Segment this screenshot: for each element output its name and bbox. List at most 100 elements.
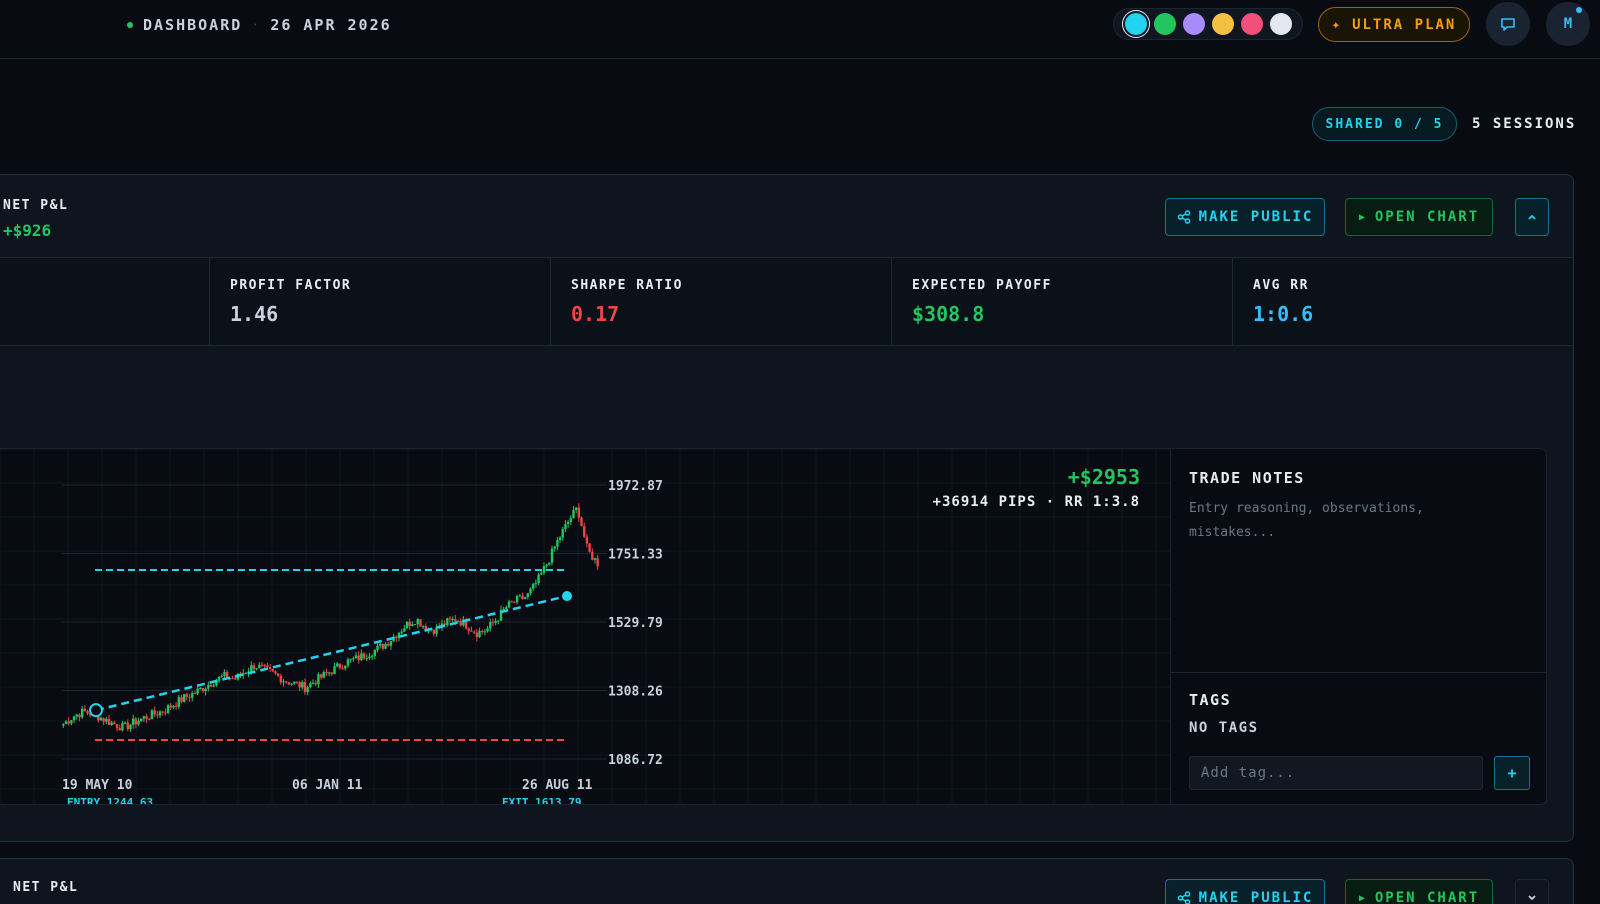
candle-body: [344, 665, 347, 669]
price-chart[interactable]: 1972.87 1751.33 1529.79 1308.26 1086.72 19 MA…: [0, 449, 1170, 804]
candle-body: [244, 672, 248, 674]
candle-body: [126, 722, 129, 730]
candle-body: [177, 697, 180, 707]
candle-body: [365, 658, 368, 660]
candle-body: [507, 601, 511, 608]
candle-body: [293, 681, 296, 684]
status-dot: [127, 22, 133, 28]
candle-body: [446, 618, 449, 626]
candle-body: [521, 595, 524, 599]
candle-body: [550, 548, 554, 563]
candle-body: [118, 728, 121, 731]
candle-body: [518, 595, 521, 597]
add-tag-button[interactable]: +: [1494, 756, 1530, 790]
theme-swatch[interactable]: [1270, 13, 1292, 35]
exit-marker: [562, 591, 572, 602]
candle-body: [338, 663, 342, 668]
candle-body: [421, 626, 425, 628]
candle-body: [282, 681, 285, 683]
make-public-button[interactable]: MAKE PUBLIC: [1165, 879, 1325, 904]
candle-body: [593, 558, 597, 560]
candle-body: [368, 656, 371, 659]
candle-body: [134, 718, 138, 725]
trade-panel: 1972.87 1751.33 1529.79 1308.26 1086.72 19 MA…: [0, 448, 1547, 805]
candle-body: [580, 517, 583, 527]
candle-body: [542, 566, 546, 573]
candle-body: [172, 705, 175, 708]
candle-body: [448, 618, 452, 620]
breadcrumb-separator: ·: [252, 19, 261, 31]
theme-swatch[interactable]: [1212, 13, 1234, 35]
candle-body: [62, 724, 65, 726]
candle-body: [502, 608, 505, 611]
candle-body: [72, 716, 76, 721]
session-card: NET P&L +$926 MAKE PUBLIC ▶ OPEN CHART P…: [0, 174, 1574, 842]
open-chart-button[interactable]: ▶ OPEN CHART: [1345, 198, 1493, 236]
candle-body: [545, 564, 548, 567]
net-pl-label: NET P&L: [3, 198, 69, 213]
candle-body: [129, 724, 132, 730]
candle-body: [352, 658, 355, 660]
breadcrumb: DASHBOARD · 26 APR 2026: [127, 16, 392, 34]
make-public-button[interactable]: MAKE PUBLIC: [1165, 198, 1325, 236]
trade-notes-placeholder[interactable]: Entry reasoning, observations, mistakes.…: [1189, 501, 1424, 540]
candle-body: [99, 717, 103, 721]
candle-body: [467, 628, 470, 631]
session-card-header: NET P&L +$926 MAKE PUBLIC ▶ OPEN CHART: [0, 175, 1573, 258]
theme-swatch[interactable]: [1183, 13, 1205, 35]
candle-body: [486, 628, 489, 632]
candle-body: [494, 620, 497, 623]
candle-body: [333, 666, 336, 675]
chevron-up-icon: [1528, 214, 1536, 220]
open-chart-button[interactable]: ▶ OPEN CHART: [1345, 879, 1493, 904]
candle-body: [169, 705, 172, 708]
session-card-2: NET P&L MAKE PUBLIC ▶ OPEN CHART: [0, 858, 1574, 904]
theme-swatch[interactable]: [1125, 13, 1147, 35]
candle-body: [596, 558, 599, 567]
expand-button[interactable]: [1515, 879, 1549, 904]
trade-chart[interactable]: 1972.87 1751.33 1529.79 1308.26 1086.72 19 MA…: [0, 449, 1170, 804]
y-tick-label: 1972.87: [608, 479, 663, 494]
candle-body: [185, 694, 189, 697]
candle-body: [419, 619, 422, 627]
candle-body: [268, 667, 272, 669]
candle-body: [233, 678, 237, 680]
chat-button[interactable]: [1486, 2, 1530, 46]
y-tick-label: 1086.72: [608, 753, 663, 768]
candle-body: [483, 631, 487, 633]
candle-body: [131, 718, 135, 725]
shared-count-badge[interactable]: SHARED 0 / 5: [1312, 107, 1457, 141]
entry-marker: [89, 703, 103, 718]
candle-body: [212, 685, 215, 687]
theme-swatch[interactable]: [1241, 13, 1263, 35]
candle-body: [470, 630, 473, 632]
collapse-button[interactable]: [1515, 198, 1549, 236]
candle-body: [145, 716, 148, 719]
theme-swatch[interactable]: [1154, 13, 1176, 35]
candle-body: [454, 618, 457, 622]
candle-body: [481, 630, 484, 632]
candle-body: [193, 693, 197, 695]
candle-body: [276, 673, 280, 676]
tag-input[interactable]: [1189, 756, 1483, 790]
candle-body: [258, 664, 261, 669]
ultra-plan-button[interactable]: ✦ ULTRA PLAN: [1318, 7, 1470, 42]
candle-body: [330, 672, 334, 675]
candle-body: [279, 675, 283, 683]
avatar-button[interactable]: M: [1546, 2, 1590, 46]
candle-body: [150, 710, 154, 719]
candle-body: [523, 597, 527, 599]
y-tick-label: 1308.26: [608, 684, 663, 699]
candle-body: [86, 711, 89, 714]
candle-body: [223, 671, 226, 677]
candle-body: [505, 607, 508, 609]
candle-body: [591, 551, 594, 560]
candle-body: [252, 665, 256, 670]
candle-body: [97, 713, 100, 721]
candle-body: [314, 682, 317, 685]
candle-body: [529, 588, 532, 594]
candle-body: [158, 711, 162, 716]
candle-body: [274, 671, 277, 674]
trade-notes-panel[interactable]: TRADE NOTES Entry reasoning, observation…: [1170, 449, 1546, 673]
candle-body: [309, 683, 312, 688]
